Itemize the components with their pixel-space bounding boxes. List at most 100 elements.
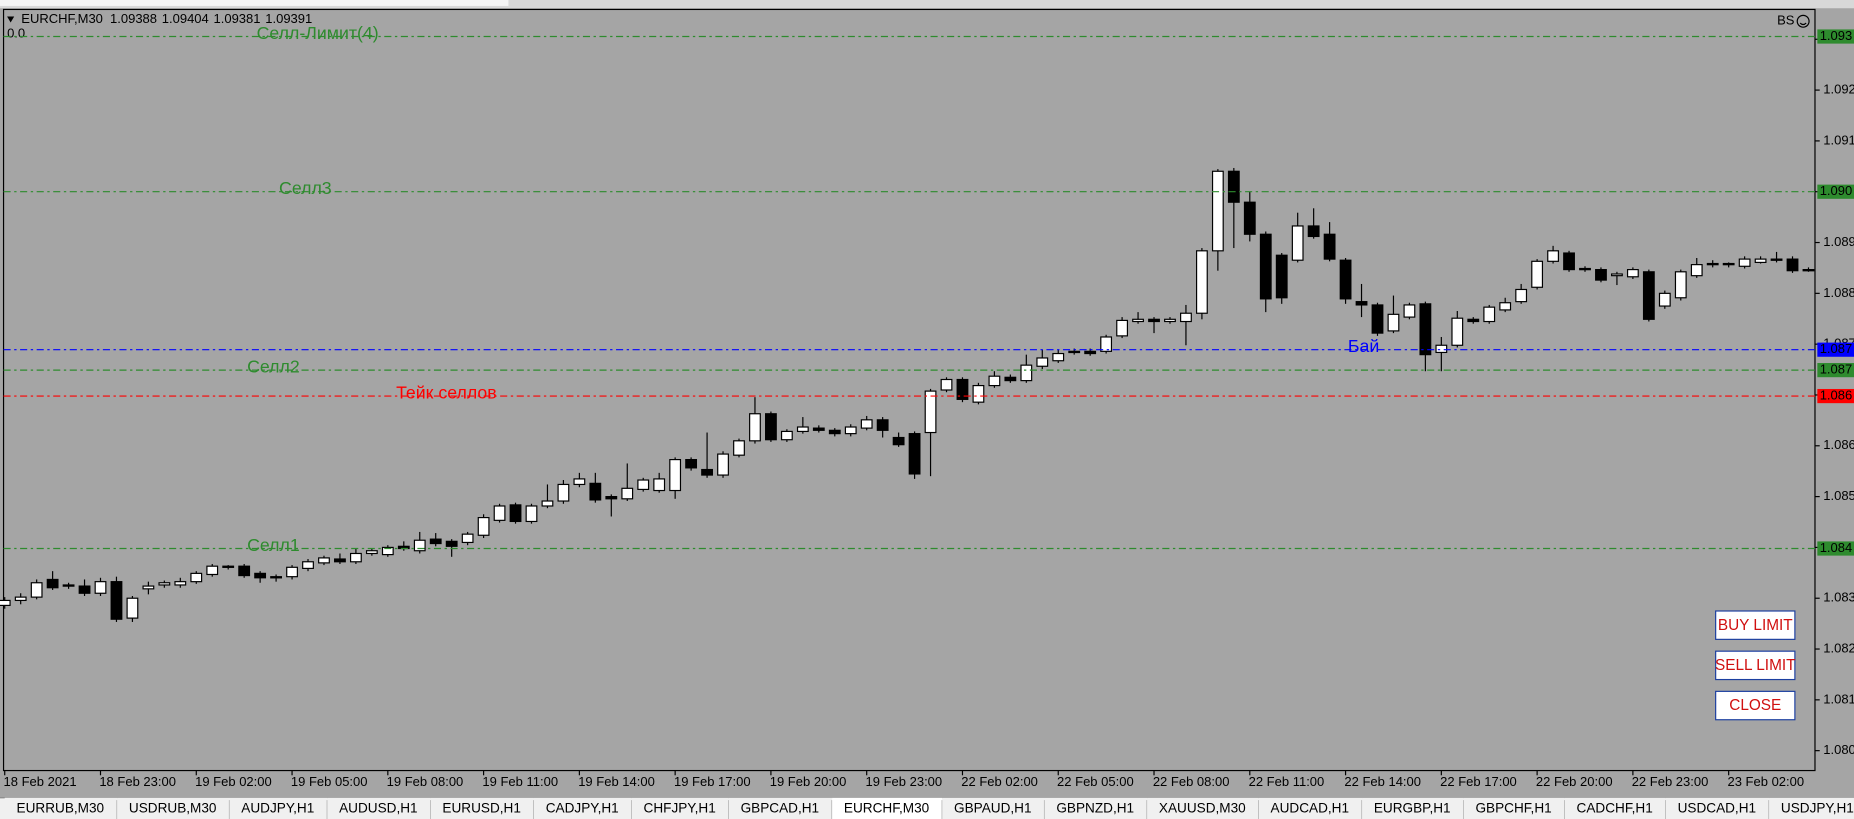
candle-body	[605, 496, 618, 500]
level-name: Селл3	[279, 178, 332, 198]
tab[interactable]	[4, 797, 118, 819]
tab-label[interactable]: AUDUSD,H1	[339, 801, 417, 816]
order-button[interactable]	[1715, 610, 1796, 640]
candle-body	[956, 378, 969, 400]
tab-label[interactable]: EURGBP,H1	[1374, 801, 1451, 816]
level-price-label: 1.087	[1820, 341, 1853, 356]
order-button-label[interactable]: BUY LIMIT	[1718, 617, 1793, 634]
window-strip	[0, 0, 1854, 9]
order-button-label[interactable]: SELL LIMIT	[1715, 657, 1796, 674]
tab-label[interactable]: USDCAD,H1	[1678, 801, 1756, 816]
candle-body	[1291, 225, 1304, 261]
axes: 1.093 1.092 1.091 1.090 1.089 1.088 1.087 1.086…	[4, 31, 1854, 789]
candle-body	[1036, 357, 1049, 367]
tab-label[interactable]: XAUUSD,M30	[1159, 801, 1246, 816]
tab-label[interactable]: EURUSD,H1	[442, 801, 520, 816]
tab[interactable]	[728, 797, 833, 819]
candle-body	[765, 413, 777, 441]
tab-label[interactable]: GBPAUD,H1	[954, 801, 1031, 816]
tab-label[interactable]: GBPCAD,H1	[741, 801, 820, 816]
candle-body	[796, 426, 809, 433]
tab[interactable]	[533, 797, 632, 819]
x-tick-label: 22 Feb 23:00	[1632, 774, 1709, 789]
candle-body	[717, 453, 729, 476]
tab[interactable]	[327, 797, 431, 819]
tab-label[interactable]: GBPNZD,H1	[1056, 801, 1134, 816]
tab-label[interactable]: EURRUB,M30	[17, 801, 105, 816]
candle-body	[1068, 350, 1081, 354]
x-tick-label: 22 Feb 20:00	[1536, 774, 1613, 789]
tab[interactable]	[1362, 797, 1464, 819]
candle-body	[493, 505, 506, 521]
candle-body	[1435, 344, 1448, 354]
candle-body	[238, 565, 251, 577]
candle-body	[78, 585, 91, 594]
candle-body	[573, 478, 586, 486]
level-name: Селл-Лимит(4)	[257, 23, 379, 43]
x-tick-label: 19 Feb 11:00	[482, 774, 558, 789]
tab[interactable]	[1769, 797, 1854, 819]
window-tab	[0, 0, 509, 6]
level-name: Селл2	[247, 356, 300, 376]
candle-body	[1786, 258, 1799, 272]
tab-label[interactable]: AUDCAD,H1	[1271, 801, 1349, 816]
tab-label[interactable]: USDJPY,H1	[1781, 801, 1854, 816]
level-name: Селл1	[247, 535, 300, 555]
candles	[0, 167, 1815, 622]
candle-body	[1355, 301, 1368, 306]
candle-body	[302, 561, 314, 569]
level-name: Тейк селлов	[396, 382, 497, 402]
tab-label[interactable]: CADJPY,H1	[546, 801, 619, 816]
candle-body	[1626, 269, 1639, 278]
y-tick-label: 1.082	[1823, 640, 1854, 655]
candle-body	[1754, 258, 1767, 264]
candle-body	[1738, 258, 1751, 267]
candle-body	[1483, 306, 1496, 323]
tab[interactable]	[1564, 797, 1666, 819]
candle-body	[1020, 364, 1033, 382]
candle-body	[1722, 262, 1735, 266]
candle-body	[940, 378, 953, 391]
order-button-label[interactable]: CLOSE	[1729, 697, 1781, 714]
candle-body	[365, 550, 378, 555]
candle-body	[749, 413, 761, 442]
tab-label[interactable]: AUDJPY,H1	[241, 801, 314, 816]
tab[interactable]	[1258, 797, 1363, 819]
level-price-box	[1817, 363, 1854, 378]
candle-body	[1770, 258, 1783, 261]
smiley-mouth	[1799, 22, 1807, 26]
candle-body	[685, 459, 698, 469]
tab-label[interactable]: EURCHF,M30	[844, 801, 930, 816]
tab[interactable]	[117, 797, 230, 819]
candle-body	[477, 516, 490, 536]
order-button[interactable]	[1715, 650, 1796, 681]
tab-label[interactable]: USDRUB,M30	[129, 801, 217, 816]
tab[interactable]	[631, 797, 729, 819]
tab[interactable]	[832, 797, 943, 819]
collapse-arrow[interactable]	[7, 16, 15, 23]
candle-body	[988, 375, 1001, 387]
order-button[interactable]	[1715, 690, 1796, 721]
tab-label[interactable]: CADCHF,H1	[1577, 801, 1653, 816]
x-tick-label: 19 Feb 05:00	[291, 774, 368, 789]
level-price-box	[1817, 342, 1854, 357]
tab[interactable]	[1147, 797, 1259, 819]
level-price-box	[1817, 29, 1854, 44]
candle-body	[254, 572, 267, 579]
tab[interactable]	[430, 797, 534, 819]
candle-body	[1116, 319, 1129, 337]
tab-label[interactable]: GBPCHF,H1	[1475, 801, 1551, 816]
level-price-box	[1817, 184, 1854, 199]
candle-body	[1180, 312, 1192, 323]
candle-body	[1419, 303, 1432, 356]
tab-label[interactable]: CHFJPY,H1	[644, 801, 716, 816]
tab[interactable]	[229, 797, 328, 819]
x-tick-label: 19 Feb 08:00	[387, 774, 464, 789]
tab[interactable]	[942, 797, 1045, 819]
tab[interactable]	[1044, 797, 1148, 819]
candle-body	[30, 582, 43, 598]
level-price-label: 1.084	[1820, 540, 1853, 555]
tab[interactable]	[1463, 797, 1565, 819]
tab[interactable]	[1665, 797, 1770, 819]
